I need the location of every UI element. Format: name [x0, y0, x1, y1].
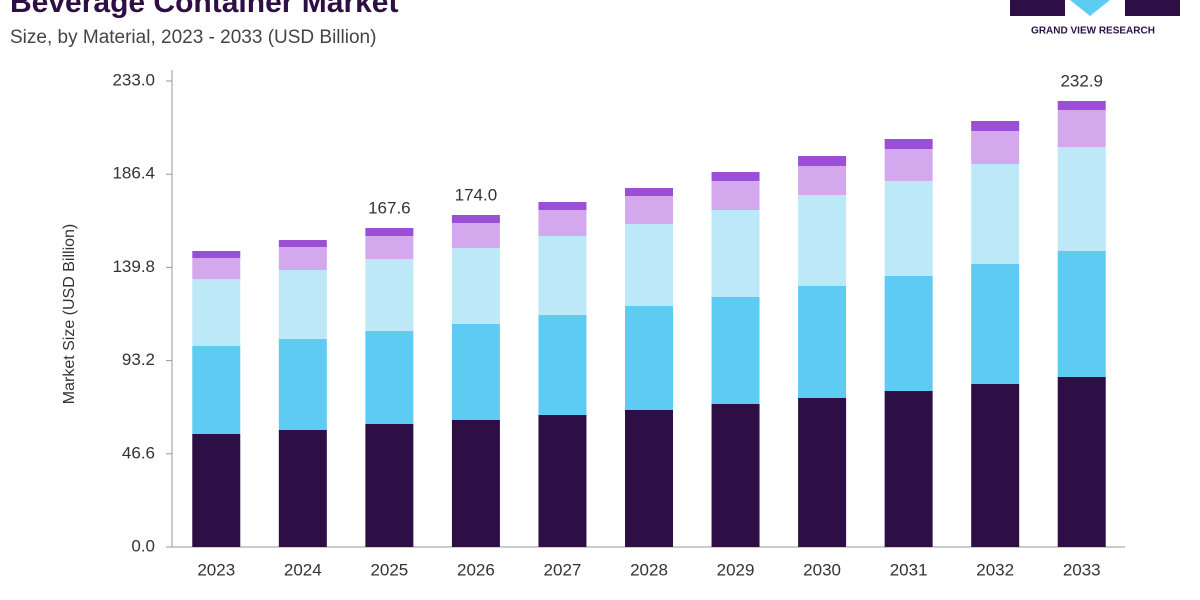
bar-segment: [971, 121, 1020, 131]
bar-segment: [451, 324, 500, 420]
bar-segment: [625, 188, 673, 196]
bar-segment: [1057, 377, 1106, 547]
bar-segment: [278, 339, 327, 430]
bar-segment: [451, 223, 500, 248]
bar-segment: [798, 156, 847, 166]
bar-segment: [625, 196, 673, 224]
logo-block: [1125, 0, 1180, 16]
bar-segment: [625, 306, 673, 410]
y-tick-label: 93.2: [122, 350, 155, 369]
y-axis-label: Market Size (USD Billion): [61, 224, 78, 404]
bar-segment: [538, 202, 587, 210]
bar-segment: [192, 279, 241, 346]
bar-segment: [538, 236, 587, 315]
bar-segment: [278, 270, 327, 339]
x-tick-label: 2033: [1063, 560, 1101, 579]
bar-segment: [625, 224, 673, 306]
chart-subtitle: Size, by Material, 2023 - 2033 (USD Bill…: [10, 27, 376, 48]
bar-segment: [1057, 251, 1106, 377]
bar-segment: [278, 240, 327, 247]
bar-segment: [538, 315, 587, 415]
total-label: 167.6: [368, 198, 411, 217]
x-tick-label: 2027: [544, 560, 582, 579]
logo: GRAND VIEW RESEARCH: [1010, 0, 1180, 37]
bar-segment: [451, 248, 500, 324]
bar-segment: [365, 259, 414, 331]
bar-segment: [625, 410, 673, 547]
bar-segment: [365, 236, 414, 259]
bar-segment: [711, 404, 760, 547]
y-tick-label: 139.8: [112, 257, 155, 276]
x-tick-label: 2031: [890, 560, 928, 579]
bar-segment: [711, 181, 760, 210]
bar-segment: [365, 424, 414, 547]
bar-segment: [884, 181, 933, 276]
x-tick-label: 2023: [197, 560, 235, 579]
bar-segment: [711, 297, 760, 404]
bar-segment: [278, 247, 327, 270]
bar-segment: [711, 210, 760, 297]
bar-segment: [538, 415, 587, 547]
bar-segment: [192, 251, 241, 258]
bar-segment: [971, 384, 1020, 547]
bar-segment: [1057, 101, 1106, 110]
bar-segment: [798, 195, 847, 286]
total-label: 232.9: [1060, 71, 1103, 90]
bar-segment: [192, 434, 241, 547]
bar-segment: [884, 149, 933, 181]
bar-segment: [798, 166, 847, 195]
logo-block: [1010, 0, 1065, 16]
bar-segment: [1057, 147, 1106, 251]
bar-segment: [971, 164, 1020, 264]
bar-segment: [365, 331, 414, 424]
bar-segment: [192, 346, 241, 434]
bar-segment: [798, 398, 847, 547]
bar-segment: [451, 420, 500, 547]
bar-segment: [971, 264, 1020, 384]
bar-segment: [192, 258, 241, 279]
x-tick-label: 2026: [457, 560, 495, 579]
y-tick-label: 233.0: [112, 70, 155, 89]
x-tick-label: 2024: [284, 560, 322, 579]
bar-segment: [884, 139, 933, 149]
y-tick-label: 0.0: [131, 536, 155, 555]
total-label: 174.0: [455, 185, 498, 204]
bar-segment: [278, 430, 327, 547]
x-tick-label: 2028: [630, 560, 668, 579]
brand: GRAND VIEW RESEARCH: [1031, 26, 1155, 37]
bar-segment: [884, 276, 933, 391]
bar-segment: [971, 131, 1020, 164]
bar-segment: [538, 210, 587, 236]
x-tick-label: 2025: [370, 560, 408, 579]
bar-segment: [365, 228, 414, 236]
x-tick-label: 2032: [976, 560, 1014, 579]
bar-segment: [451, 215, 500, 223]
x-tick-label: 2029: [717, 560, 755, 579]
logo-triangle: [1070, 0, 1110, 16]
bar-segment: [711, 172, 760, 181]
y-tick-label: 46.6: [122, 443, 155, 462]
chart-title: Beverage Container Market: [10, 0, 398, 19]
bar-segment: [1057, 110, 1106, 147]
x-tick-label: 2030: [803, 560, 841, 579]
y-tick-label: 186.4: [112, 164, 155, 183]
bar-segment: [884, 391, 933, 547]
bar-segment: [798, 286, 847, 398]
